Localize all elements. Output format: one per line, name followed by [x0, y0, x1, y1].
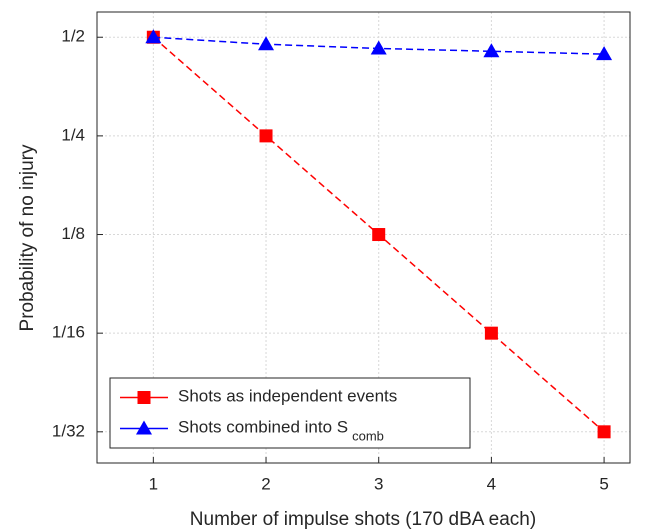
plot-frame: [96, 11, 631, 464]
marker: [258, 36, 275, 51]
x-tick-label: 5: [599, 474, 608, 493]
marker: [259, 129, 273, 143]
y-axis-label: Probability of no injury: [17, 144, 38, 331]
y-tick-label: 1/32: [52, 421, 85, 440]
y-tick-label: 1/4: [61, 125, 85, 144]
x-tick-label: 1: [149, 474, 158, 493]
legend-marker: [136, 420, 152, 435]
marker: [145, 29, 162, 44]
legend-marker: [137, 391, 151, 404]
y-tick-label: 1/16: [52, 323, 85, 342]
legend-label-subscript: comb: [352, 429, 384, 444]
x-axis-label: Number of impulse shots (170 dBA each): [190, 509, 536, 530]
marker: [370, 40, 387, 55]
legend-label: Shots as independent events: [178, 387, 397, 406]
marker: [596, 46, 613, 61]
y-tick-label: 1/2: [61, 27, 85, 46]
x-tick-label: 3: [374, 474, 383, 493]
marker: [483, 43, 500, 58]
legend-label: Shots combined into S comb: [178, 418, 384, 444]
legend-label-text: Shots as independent events: [178, 387, 397, 406]
marker: [597, 425, 611, 439]
marker: [484, 326, 498, 340]
x-tick-label: 2: [261, 474, 270, 493]
legend-box: [109, 377, 471, 449]
x-tick-label: 4: [487, 474, 496, 493]
y-tick-label: 1/8: [61, 224, 85, 243]
marker: [372, 228, 386, 242]
legend-label-text: Shots combined into S: [178, 418, 348, 437]
